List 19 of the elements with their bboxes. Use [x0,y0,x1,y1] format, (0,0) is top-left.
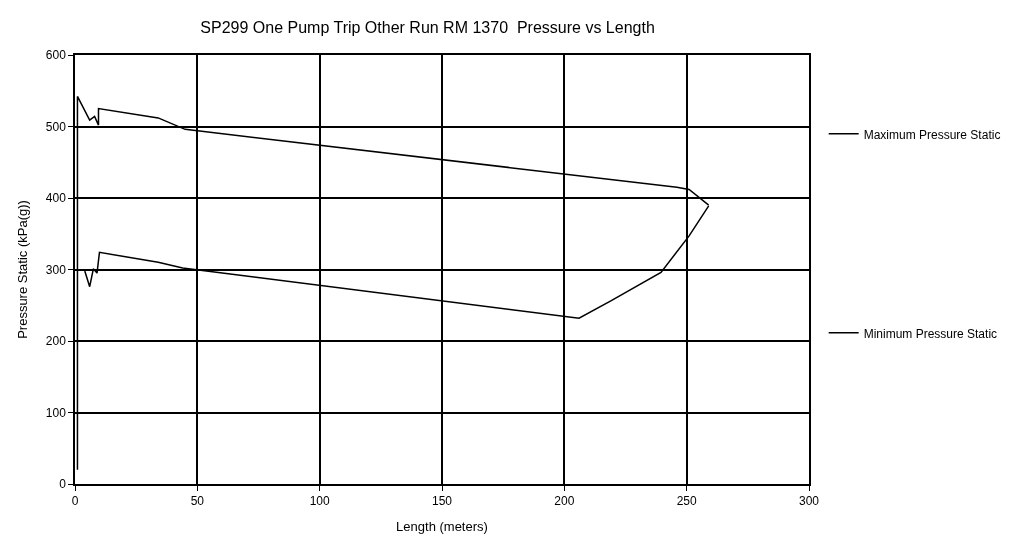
x-tick-label: 200 [554,494,575,509]
x-tick-label: 50 [190,494,205,509]
x-axis-title: Length (meters) [396,519,488,535]
x-tick-label: 300 [798,494,820,509]
chart-title: SP299 One Pump Trip Other Run RM 1370 Pressure vs Length [200,18,655,36]
y-tick-label: 200 [45,334,67,349]
legend-label: Minimum Pressure Static [863,326,998,341]
x-tick-label: 0 [71,494,79,509]
y-axis-title: Pressure Static (kPa(g)) [15,200,31,339]
y-tick-label: 0 [59,477,67,492]
x-tick-label: 100 [309,494,330,509]
legend-label: Maximum Pressure Static [863,127,1001,142]
y-tick-label: 100 [45,405,67,420]
y-tick-label: 400 [45,191,67,206]
y-tick-label: 300 [45,262,67,277]
x-tick-label: 250 [676,494,697,509]
y-tick-label: 600 [45,48,67,63]
y-tick-label: 500 [45,119,67,134]
x-tick-label: 150 [431,494,453,509]
